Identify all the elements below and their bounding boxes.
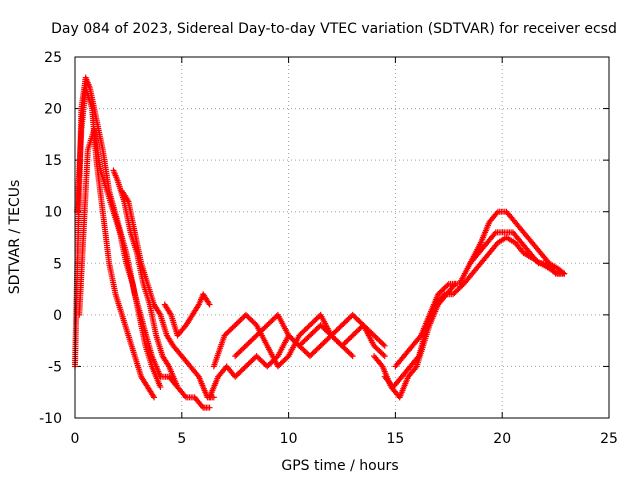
data-point bbox=[380, 341, 387, 348]
grid bbox=[75, 57, 609, 418]
x-axis-title: GPS time / hours bbox=[281, 458, 398, 474]
series-track-i bbox=[232, 311, 388, 360]
x-tick-label: 20 bbox=[493, 431, 511, 447]
data-point bbox=[444, 282, 451, 289]
data-point bbox=[381, 353, 388, 360]
series-track-h bbox=[210, 311, 356, 370]
data-point bbox=[151, 394, 158, 401]
chart-title: Day 084 of 2023, Sidereal Day-to-day VTE… bbox=[51, 21, 617, 37]
y-tick-label: 0 bbox=[53, 308, 62, 324]
data-point bbox=[252, 320, 259, 327]
y-tick-label: -10 bbox=[39, 411, 62, 427]
y-tick-label: 5 bbox=[53, 256, 62, 272]
x-tick-label: 0 bbox=[71, 431, 80, 447]
series-track-c bbox=[76, 126, 164, 391]
data-point bbox=[348, 351, 355, 358]
y-tick-label: 10 bbox=[44, 205, 62, 221]
y-tick-label: 20 bbox=[44, 102, 62, 118]
data-point bbox=[381, 342, 388, 349]
x-tick-label: 10 bbox=[280, 431, 298, 447]
data-point bbox=[561, 270, 568, 277]
x-tick-label: 25 bbox=[600, 431, 618, 447]
y-tick-label: 25 bbox=[44, 50, 62, 66]
axis-ticks: 0 5 10 15 20 25 25 20 15 10 5 0 -5 -10 bbox=[39, 50, 618, 447]
data-series bbox=[72, 74, 568, 411]
data-point bbox=[380, 351, 387, 358]
series-track-g bbox=[206, 322, 388, 401]
data-point bbox=[206, 301, 213, 308]
data-point bbox=[359, 320, 366, 327]
data-point bbox=[206, 404, 213, 411]
series-track-m bbox=[467, 229, 568, 277]
series-track-l bbox=[392, 208, 568, 370]
y-tick-label: 15 bbox=[44, 153, 62, 169]
x-tick-label: 5 bbox=[177, 431, 186, 447]
series-track-b bbox=[74, 84, 158, 401]
data-point bbox=[284, 354, 291, 361]
y-axis-title: SDTVAR / TECUs bbox=[7, 180, 23, 295]
data-point bbox=[157, 384, 164, 391]
x-tick-label: 15 bbox=[386, 431, 404, 447]
data-point bbox=[349, 353, 356, 360]
series-track-d bbox=[110, 167, 213, 411]
series-track-a bbox=[72, 74, 181, 391]
y-tick-label: -5 bbox=[48, 359, 62, 375]
plot-frame bbox=[74, 56, 610, 419]
series-track-f bbox=[161, 291, 213, 339]
